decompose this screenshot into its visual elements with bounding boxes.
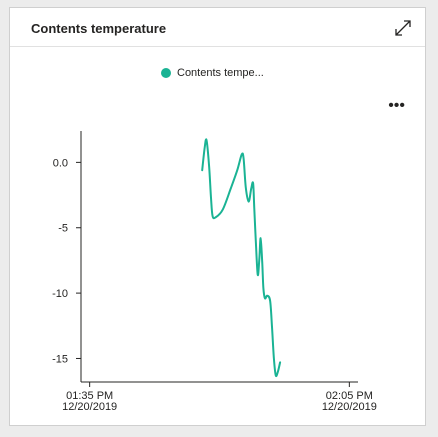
x-tick-label-time: 01:35 PM: [66, 390, 113, 402]
legend: Contents tempe...: [161, 67, 264, 79]
legend-label: Contents tempe...: [177, 67, 264, 79]
y-tick-label: -10: [52, 288, 68, 300]
chart-card: Contents temperature Contents tempe... •…: [9, 7, 426, 426]
legend-swatch: [161, 68, 171, 78]
y-tick-label: -15: [52, 353, 68, 365]
x-tick-label-time: 02:05 PM: [326, 390, 373, 402]
x-tick-label-date: 12/20/2019: [322, 401, 377, 413]
y-tick-label: -5: [58, 223, 68, 235]
y-axis: 0.0 -5 -10 -15: [52, 131, 82, 382]
series-layer: [201, 138, 282, 378]
more-options-icon[interactable]: •••: [388, 97, 405, 114]
x-tick-label-date: 12/20/2019: [62, 401, 117, 413]
series-line: [201, 138, 282, 378]
card-title: Contents temperature: [31, 21, 167, 36]
expand-icon[interactable]: [393, 18, 413, 38]
y-tick-label: 0.0: [53, 157, 68, 169]
card-header: Contents temperature: [10, 8, 425, 47]
